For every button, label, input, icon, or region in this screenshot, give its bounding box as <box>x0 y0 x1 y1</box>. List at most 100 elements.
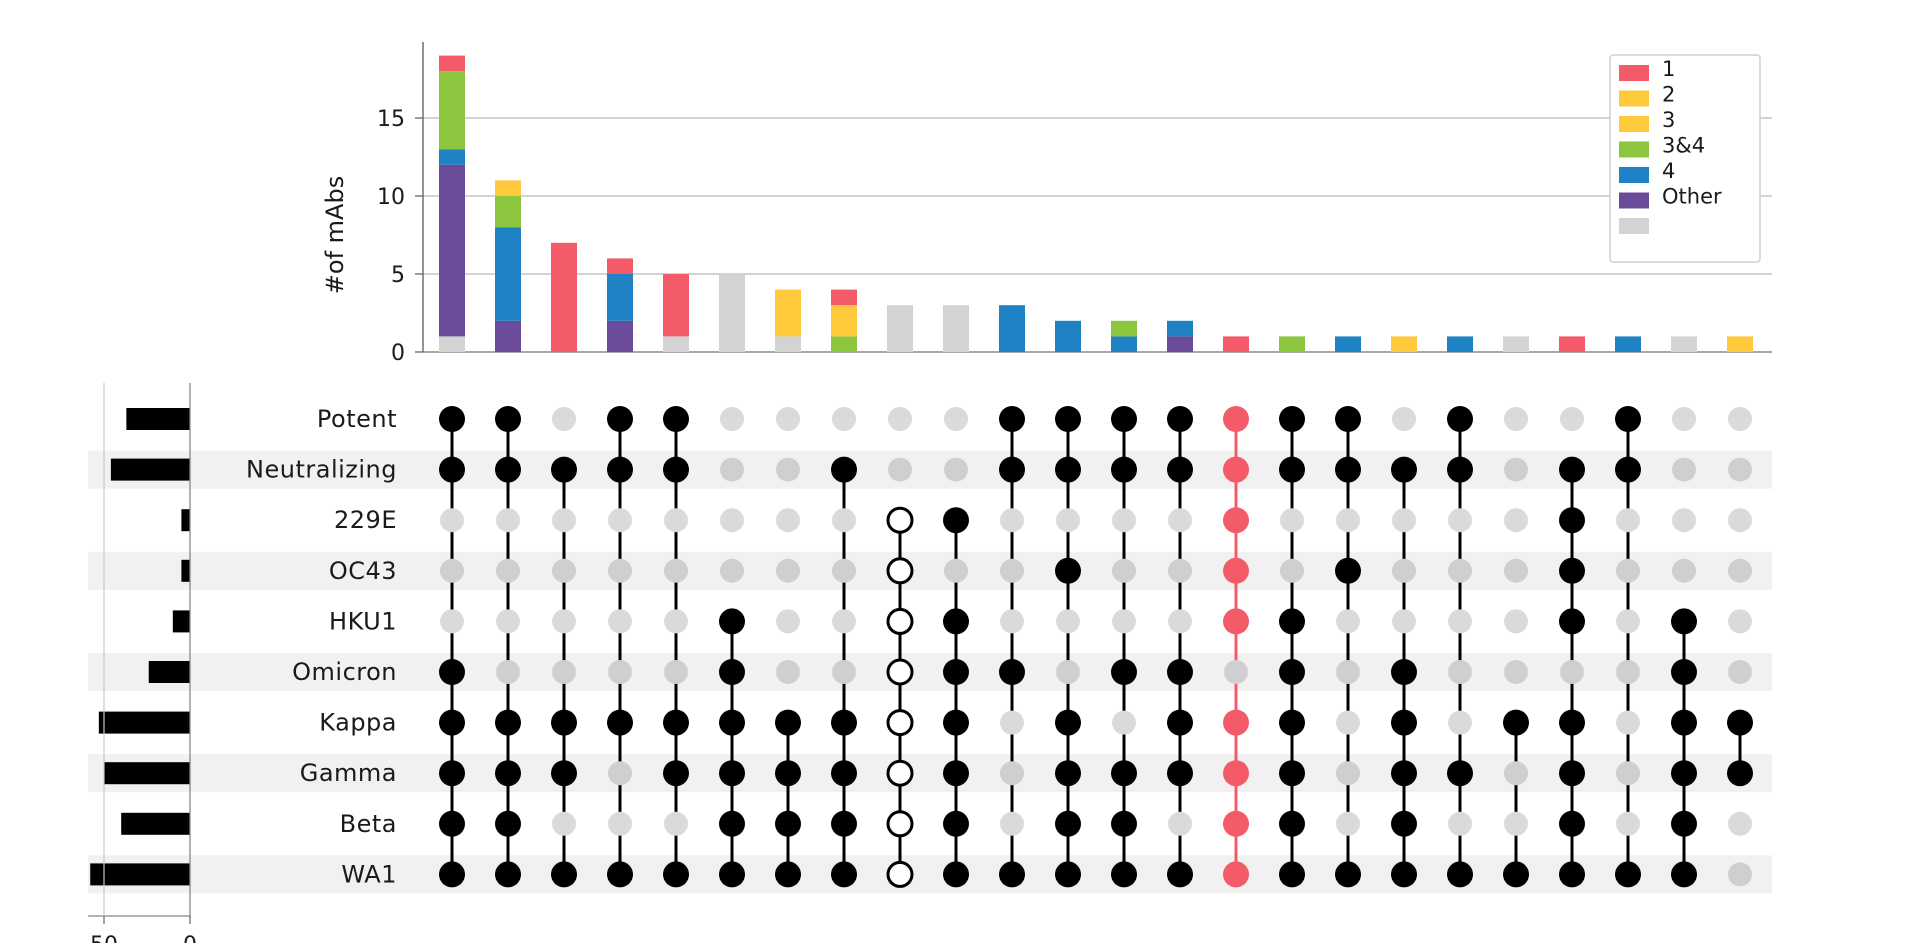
matrix-dot-active <box>943 608 969 635</box>
matrix-dot-inactive <box>1000 761 1024 786</box>
matrix-dot-inactive <box>1504 609 1528 634</box>
matrix-dot-active <box>663 456 689 483</box>
matrix-dot-active <box>495 861 521 888</box>
matrix-dot-inactive <box>1728 660 1752 684</box>
matrix-dot-active <box>1223 406 1249 432</box>
matrix-dot-inactive <box>832 558 856 583</box>
matrix-dot-active <box>831 861 857 888</box>
set-size-bar <box>98 711 190 734</box>
matrix-dot-active <box>1503 709 1529 736</box>
matrix-dot-active <box>1335 406 1361 432</box>
matrix-dot-inactive <box>1224 660 1248 684</box>
matrix-dot-inactive <box>440 609 464 634</box>
matrix-dot-active <box>1671 810 1697 837</box>
matrix-dot-active <box>775 861 801 888</box>
matrix-dot-active <box>1279 760 1305 787</box>
matrix-dot-active <box>439 406 465 432</box>
matrix-dot-inactive <box>608 609 632 634</box>
matrix-dot-active <box>1671 709 1697 736</box>
matrix-dot-inactive <box>608 558 632 583</box>
matrix-dot-active <box>495 810 521 837</box>
matrix-dot-inactive <box>608 660 632 684</box>
set-label: Kappa <box>319 709 397 737</box>
set-label: Potent <box>317 405 397 433</box>
matrix-dot-inactive <box>664 660 688 684</box>
matrix-dot-active <box>1055 810 1081 837</box>
legend-swatch <box>1619 192 1649 209</box>
bar-segment-green <box>439 71 465 150</box>
matrix-dot-inactive <box>1560 407 1584 431</box>
matrix-dot-active <box>1223 709 1249 736</box>
set-label: Gamma <box>300 759 397 787</box>
matrix-dot-inactive <box>1504 660 1528 684</box>
matrix-dot-active <box>495 406 521 432</box>
matrix-dot-inactive <box>832 660 856 684</box>
bar-segment-purple <box>607 320 633 352</box>
matrix-dot-active <box>1727 709 1753 736</box>
matrix-dot-inactive <box>1112 710 1136 735</box>
matrix-dot-inactive <box>832 609 856 634</box>
bar-segment-green <box>495 196 521 228</box>
legend-swatch <box>1619 218 1649 234</box>
matrix-dot-inactive <box>832 407 856 431</box>
matrix-dot-active <box>1391 456 1417 483</box>
matrix-dot-inactive <box>1560 660 1584 684</box>
set-size-bar <box>148 661 190 683</box>
matrix-dot-active <box>1055 760 1081 787</box>
matrix-dot-inactive <box>1728 609 1752 634</box>
set-size-tick-label: 0 <box>183 933 197 943</box>
matrix-dot-inactive <box>1616 508 1640 533</box>
matrix-dot-inactive <box>1168 609 1192 634</box>
matrix-dot-active <box>663 760 689 787</box>
matrix-dot-inactive <box>1000 811 1024 836</box>
matrix-dot-inactive <box>1728 862 1752 887</box>
matrix-dot-active <box>943 810 969 837</box>
matrix-dot-active <box>775 810 801 837</box>
matrix-dot-active <box>1335 861 1361 888</box>
matrix-dot-open <box>886 506 914 534</box>
matrix-dot-inactive <box>1672 407 1696 431</box>
matrix-dot-inactive <box>664 811 688 836</box>
matrix-dot-inactive <box>1728 407 1752 431</box>
matrix-dot-active <box>1055 861 1081 888</box>
matrix-dot-active <box>551 456 577 483</box>
matrix-dot-inactive <box>1000 508 1024 533</box>
matrix-dot-inactive <box>552 609 576 634</box>
matrix-dot-inactive <box>1392 508 1416 533</box>
matrix-dot-active <box>1727 760 1753 787</box>
matrix-dot-inactive <box>1616 761 1640 786</box>
matrix-dot-active <box>1223 861 1249 888</box>
matrix-dot-inactive <box>1168 811 1192 836</box>
matrix-dot-active <box>495 456 521 483</box>
matrix-dot-inactive <box>1112 609 1136 634</box>
matrix-dot-active <box>1111 659 1137 685</box>
bar-segment-gray <box>663 336 689 352</box>
matrix-dot-active <box>1671 861 1697 888</box>
bar-segment-blue <box>439 149 465 165</box>
matrix-dot-inactive <box>1616 609 1640 634</box>
matrix-dot-active <box>831 760 857 787</box>
matrix-dot-active <box>1279 406 1305 432</box>
matrix-dot-active <box>1391 659 1417 685</box>
matrix-dot-active <box>1111 810 1137 837</box>
matrix-dot-inactive <box>496 558 520 583</box>
y-tick-label: 5 <box>391 263 405 288</box>
matrix-dot-inactive <box>720 457 744 482</box>
matrix-dot-inactive <box>440 508 464 533</box>
matrix-dot-inactive <box>552 407 576 431</box>
matrix-dot-active <box>1223 507 1249 534</box>
matrix-dot-inactive <box>720 508 744 533</box>
set-label: Omicron <box>292 658 397 686</box>
matrix-dot-active <box>1335 456 1361 483</box>
legend-label: 3 <box>1662 108 1675 132</box>
matrix-dot-inactive <box>496 660 520 684</box>
bar-segment-yellow <box>831 305 857 337</box>
matrix-dot-inactive <box>1728 558 1752 583</box>
matrix-dot-active <box>719 709 745 736</box>
set-label: Neutralizing <box>246 456 397 484</box>
matrix-dot-active <box>439 456 465 483</box>
bar-segment-yellow <box>1727 336 1753 352</box>
matrix-dot-active <box>943 659 969 685</box>
matrix-dot-inactive <box>832 508 856 533</box>
